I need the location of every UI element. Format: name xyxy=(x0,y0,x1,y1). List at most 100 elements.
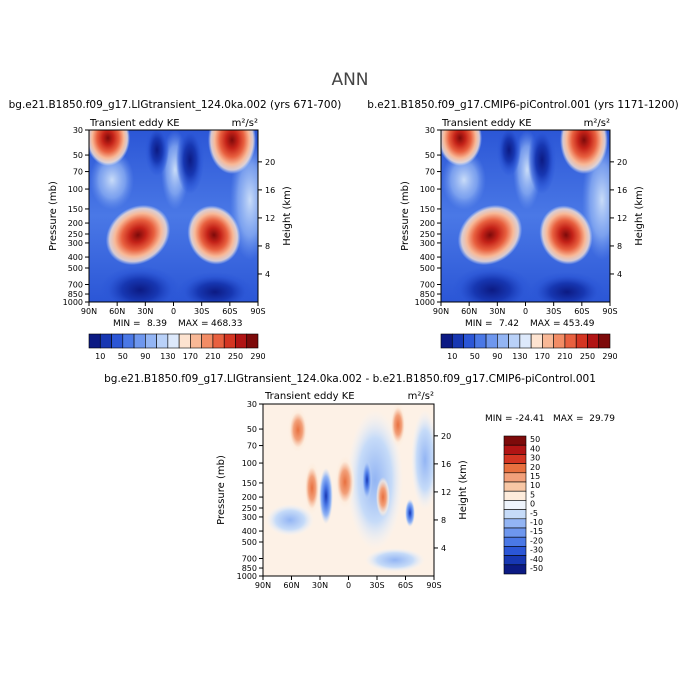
y-tick-label: 150 xyxy=(242,479,257,488)
y-tick-label: 300 xyxy=(420,239,435,248)
colorbar-label: 10 xyxy=(95,352,105,361)
y2-tick-label: 4 xyxy=(617,270,622,279)
y-tick-label: 500 xyxy=(242,538,257,547)
diff-blob-red-top xyxy=(390,404,406,447)
right-field xyxy=(441,130,610,302)
y2-tick-label: 12 xyxy=(617,214,627,223)
y2-tick-label: 8 xyxy=(441,516,446,525)
colorbar-label: 210 xyxy=(205,352,220,361)
colorbar-box xyxy=(564,333,577,349)
diff-panel-title: bg.e21.B1850.f09_g17.LIGtransient_124.0k… xyxy=(104,373,596,385)
colorbar-box xyxy=(503,500,527,510)
colorbar-box xyxy=(122,333,135,349)
x-tick-label: 90S xyxy=(250,307,265,316)
right-blob-red-nh-jet xyxy=(457,204,523,266)
y-tick-label: 30 xyxy=(247,400,257,409)
colorbar-box xyxy=(133,333,146,349)
right-max-label: MAX = xyxy=(530,319,561,329)
left-panel-label: Transient eddy KE xyxy=(89,118,180,129)
colorbar-box xyxy=(440,333,453,349)
x-tick-label: 30S xyxy=(369,581,384,590)
colorbar-label: 250 xyxy=(580,352,595,361)
colorbar-box xyxy=(88,333,101,349)
left-min-label: MIN = xyxy=(113,319,141,329)
colorbar-box xyxy=(201,333,214,349)
colorbar-box xyxy=(508,333,521,349)
colorbar-box xyxy=(190,333,202,349)
colorbar-box xyxy=(212,333,225,349)
right-blob-red-topright xyxy=(560,130,608,174)
colorbar-box xyxy=(503,463,527,474)
colorbar-label: 90 xyxy=(492,352,502,361)
y2-tick-label: 8 xyxy=(265,242,270,251)
diff-panel-units: m²/s² xyxy=(408,391,434,402)
right-blob-pale-2 xyxy=(442,150,486,210)
diff-x-axis: 90N 60N 30N 0 30S 60S 90S xyxy=(255,576,442,590)
y2-tick-label: 20 xyxy=(617,158,627,167)
diff-panel: Transient eddy KE m²/s² 3050701001502002… xyxy=(216,391,615,590)
right-panel-title: b.e21.B1850.f09_g17.CMIP6-piControl.001 … xyxy=(367,99,678,111)
y-tick-label: 30 xyxy=(425,126,435,135)
y-tick-label: 1000 xyxy=(63,298,83,307)
colorbar-box xyxy=(519,333,532,349)
colorbar-label: 250 xyxy=(228,352,243,361)
y-tick-label: 1000 xyxy=(415,298,435,307)
y-tick-label: 150 xyxy=(420,205,435,214)
y-tick-label: 250 xyxy=(420,230,435,239)
x-tick-label: 60N xyxy=(283,581,299,590)
left-y2-axis: 20 16 12 8 4 xyxy=(258,158,275,279)
x-tick-label: 90N xyxy=(433,307,449,316)
colorbar-label: 90 xyxy=(140,352,150,361)
left-y2label: Height (km) xyxy=(282,186,293,246)
y-tick-label: 500 xyxy=(420,264,435,273)
right-blob-blue-4 xyxy=(529,272,605,302)
colorbar-box xyxy=(553,333,566,349)
y-tick-label: 300 xyxy=(68,239,83,248)
x-tick-label: 0 xyxy=(171,307,176,316)
colorbar-label: 50 xyxy=(118,352,128,361)
right-blob-blue-1 xyxy=(497,130,521,176)
colorbar-box xyxy=(503,444,527,455)
colorbar-box xyxy=(575,333,588,349)
diff-minmax: MIN = -24.41 MAX = 29.79 xyxy=(485,414,615,424)
diff-blob-paleblue-1 xyxy=(347,410,403,550)
colorbar-box xyxy=(587,333,600,349)
y-tick-label: 70 xyxy=(247,442,257,451)
colorbar-box xyxy=(99,333,112,349)
colorbar-box xyxy=(503,472,527,483)
y2-tick-label: 20 xyxy=(265,158,275,167)
left-blob-pale-2 xyxy=(90,150,134,210)
colorbar-label: -20 xyxy=(530,536,543,545)
y-tick-label: 850 xyxy=(420,290,435,299)
right-blob-blue-3 xyxy=(452,266,532,302)
colorbar-label: -10 xyxy=(530,518,543,527)
y-tick-label: 100 xyxy=(420,185,435,194)
y-tick-label: 250 xyxy=(242,504,257,513)
y-tick-label: 850 xyxy=(68,290,83,299)
y-tick-label: 850 xyxy=(242,564,257,573)
colorbar-label: 0 xyxy=(530,500,535,509)
y2-tick-label: 8 xyxy=(617,242,622,251)
colorbar-label: 30 xyxy=(530,454,540,463)
y-tick-label: 200 xyxy=(68,219,83,228)
diff-blob-blue-1 xyxy=(319,468,333,524)
diff-blob-paleblue-3 xyxy=(411,410,434,510)
diff-blob-red-4 xyxy=(288,408,308,452)
right-blob-blue-2 xyxy=(528,130,556,194)
y-tick-label: 150 xyxy=(68,205,83,214)
colorbar-box xyxy=(497,333,509,349)
x-tick-label: 0 xyxy=(346,581,351,590)
y-tick-label: 50 xyxy=(247,425,257,434)
colorbar-label: 130 xyxy=(160,352,175,361)
x-tick-label: 90S xyxy=(426,581,441,590)
right-y2-axis: 20 16 12 8 4 xyxy=(610,158,627,279)
right-blob-red-topleft xyxy=(441,130,482,166)
colorbar-box xyxy=(503,509,527,520)
y2-tick-label: 20 xyxy=(441,432,451,441)
colorbar-box xyxy=(111,333,124,349)
colorbar-label: -50 xyxy=(530,564,543,573)
y-tick-label: 70 xyxy=(425,168,435,177)
right-y2label: Height (km) xyxy=(634,186,645,246)
